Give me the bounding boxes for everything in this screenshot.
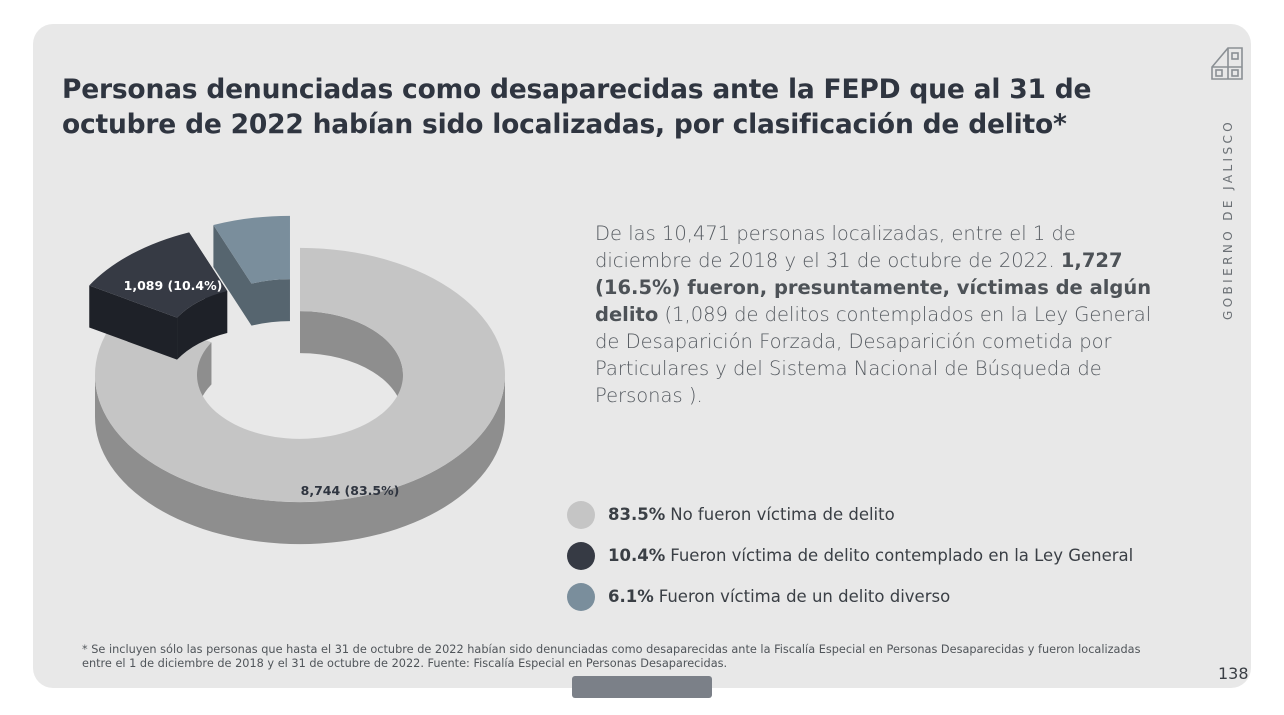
summary-part-1: De las 10,471 personas localizadas, entr…: [595, 222, 1076, 272]
legend-label: No fueron víctima de delito: [670, 505, 895, 524]
summary-highlight: 1,727 (16.5%) fueron, presuntamente, víc…: [595, 249, 1152, 326]
page-number: 138: [1218, 664, 1249, 683]
brand-name: GOBIERNO DE JALISCO: [1221, 118, 1235, 320]
summary-part-2: (1,089 de delitos contemplados en la Ley…: [595, 303, 1152, 407]
slice-0-top: [95, 247, 505, 503]
slice-2-top: [213, 215, 290, 284]
legend-swatch-light: [567, 500, 595, 529]
footnote: * Se incluyen sólo las personas que hast…: [82, 643, 1141, 670]
legend-item-ley-general: 10.4% Fueron víctima de delito contempla…: [567, 535, 1207, 576]
slice-2-cut-face-start: [213, 225, 252, 326]
slice-1-top: [89, 232, 228, 318]
donut-chart: 8,744 (83.5%) 1,089 (10.4%): [89, 215, 505, 545]
summary-text: De las 10,471 personas localizadas, entr…: [595, 220, 1175, 409]
jalisco-emblem-icon: [1211, 47, 1243, 80]
legend-pct: 6.1%: [608, 587, 654, 606]
legend-swatch-blue: [567, 582, 595, 611]
legend-item-delito-diverso: 6.1% Fueron víctima de un delito diverso: [567, 576, 1207, 617]
data-label-0: 8,744 (83.5%): [301, 483, 400, 498]
slide-panel: [33, 24, 1251, 688]
slice-0-outer-wall: [95, 375, 505, 545]
jalisco-logo: [1211, 47, 1243, 80]
data-label-1: 1,089 (10.4%): [124, 278, 223, 293]
slice-1-cut-face-start: [89, 285, 178, 360]
legend-item-no-victima: 83.5% No fueron víctima de delito: [567, 494, 1207, 535]
legend-swatch-dark: [567, 541, 595, 570]
slice-2-inner-wall: [251, 279, 290, 326]
legend-label: Fueron víctima de delito contemplado en …: [670, 546, 1134, 565]
slice-0-inner-wall: [197, 311, 403, 417]
legend-pct: 10.4%: [608, 546, 666, 565]
legend-label: Fueron víctima de un delito diverso: [658, 587, 951, 606]
legend-pct: 83.5%: [608, 505, 666, 524]
chart-legend: 83.5% No fueron víctima de delito 10.4% …: [567, 494, 1207, 617]
scroll-indicator[interactable]: [572, 676, 712, 698]
slide-title: Personas denunciadas como desaparecidas …: [62, 74, 1092, 140]
